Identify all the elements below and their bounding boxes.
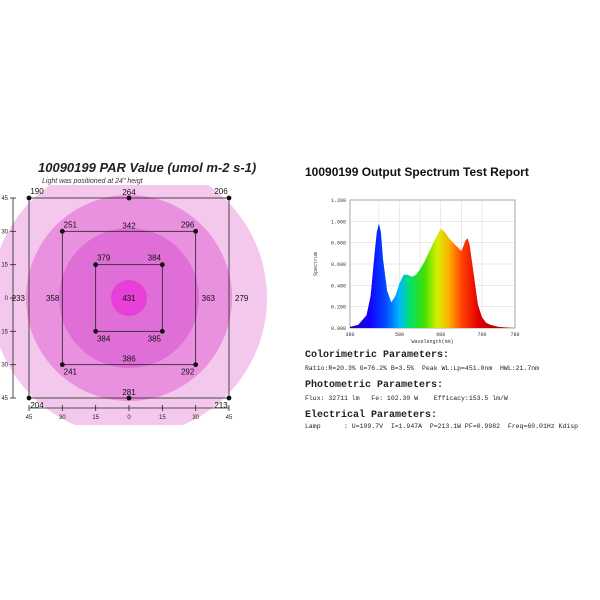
spectrum-x-tick-label: 780 <box>510 332 519 338</box>
par-value-label: 190 <box>30 187 44 196</box>
par-y-tick-label: 45 <box>1 196 8 202</box>
par-value-label: 233 <box>12 294 26 303</box>
par-x-tick-label: 45 <box>26 415 33 421</box>
par-value-label: 206 <box>214 187 228 196</box>
par-value-label: 342 <box>122 221 136 230</box>
par-value-label: 384 <box>148 254 162 263</box>
par-zone-center <box>111 280 147 316</box>
spectrum-x-tick-label: 600 <box>436 332 445 338</box>
par-value-label: 358 <box>46 294 60 303</box>
spectrum-y-tick-label: 0.600 <box>331 262 346 268</box>
par-value-label: 204 <box>30 401 44 410</box>
par-x-tick-label: 15 <box>159 415 166 421</box>
par-value-label: 386 <box>122 355 136 364</box>
par-measure-point <box>226 395 232 401</box>
spectrum-area-series <box>350 223 515 328</box>
spectrum-x-tick-label: 700 <box>477 332 486 338</box>
spectrum-x-axis-label: Wavelength(nm) <box>411 339 453 345</box>
par-value-label: 431 <box>122 294 136 303</box>
par-chart-title: 10090199 PAR Value (umol m-2 s-1) <box>38 160 257 175</box>
spectrum-y-tick-label: 0.800 <box>331 241 346 247</box>
spectrum-y-tick-label: 0.000 <box>331 326 346 332</box>
par-value-label: 241 <box>64 368 78 377</box>
par-y-tick-label: 30 <box>1 363 8 369</box>
par-x-tick-label: 15 <box>92 415 99 421</box>
colorimetric-heading: Colorimetric Parameters: <box>305 350 450 361</box>
par-measure-point <box>159 328 165 334</box>
par-value-label: 363 <box>202 294 216 303</box>
spectrum-chart: 0.000 0.200 0.400 0.600 0.800 1.000 1.200 380 50… <box>313 198 520 345</box>
par-value-label: 385 <box>148 334 162 343</box>
par-x-tick-label: 0 <box>127 415 131 421</box>
par-value-label: 213 <box>214 401 228 410</box>
spectrum-y-tick-label: 1.200 <box>331 198 346 204</box>
par-y-tick-label: 0 <box>5 296 9 302</box>
par-heatmap-chart: 45 30 15 0 15 30 45 45 30 15 0 15 30 45 190 264 206 251 3… <box>0 185 267 425</box>
par-measure-point <box>193 228 199 234</box>
par-x-tick-label: 30 <box>59 415 66 421</box>
par-measure-point <box>59 228 65 234</box>
spectrum-y-tick-label: 0.200 <box>331 305 346 311</box>
electrical-values: Lamp : U=109.7V I=1.947A P=213.1W PF=0.9… <box>305 423 579 430</box>
electrical-heading: Electrical Parameters: <box>305 410 438 421</box>
par-y-tick-label: 45 <box>1 396 8 402</box>
par-grid-square-15 <box>95 264 163 332</box>
par-measure-point <box>193 362 199 368</box>
par-measure-point <box>93 328 99 334</box>
par-measure-point <box>226 195 232 201</box>
par-value-label: 296 <box>181 220 195 229</box>
par-measure-point <box>93 262 99 268</box>
par-value-label: 281 <box>122 388 136 397</box>
par-value-label: 279 <box>235 294 249 303</box>
spectrum-y-tick-label: 0.400 <box>331 283 346 289</box>
spectrum-report-title: 10090199 Output Spectrum Test Report <box>305 165 529 179</box>
par-value-label: 379 <box>97 254 111 263</box>
par-value-label: 251 <box>64 220 78 229</box>
par-measure-point <box>126 395 132 401</box>
spectrum-y-axis-label: Spectrum <box>313 252 319 276</box>
photometric-heading: Photometric Parameters: <box>305 380 444 391</box>
spectrum-y-tick-label: 1.000 <box>331 219 346 225</box>
par-measure-point <box>126 195 132 201</box>
par-value-label: 292 <box>181 368 195 377</box>
par-y-tick-label: 15 <box>1 263 8 269</box>
par-chart-subtitle: Light was positioned at 24" heigt <box>42 178 143 185</box>
par-grid-square-30 <box>61 230 197 366</box>
par-value-label: 384 <box>97 334 111 343</box>
colorimetric-values: Ratio:R=20.3% G=76.2% B=3.5% Peak WL:Lp=… <box>305 365 540 372</box>
par-value-label: 264 <box>122 188 136 197</box>
par-measure-point <box>159 262 165 268</box>
par-y-tick-label: 30 <box>1 229 8 235</box>
par-measure-point <box>59 362 65 368</box>
par-x-tick-label: 45 <box>226 415 233 421</box>
spectrum-x-tick-label: 380 <box>345 332 354 338</box>
par-measure-point <box>26 195 32 201</box>
par-measure-point <box>26 395 32 401</box>
spectrum-x-tick-label: 500 <box>395 332 404 338</box>
photometric-values: Flux: 32711 lm Fe: 102.30 W Efficacy:153… <box>305 395 508 402</box>
par-y-tick-label: 15 <box>1 329 8 335</box>
par-x-tick-label: 30 <box>192 415 199 421</box>
